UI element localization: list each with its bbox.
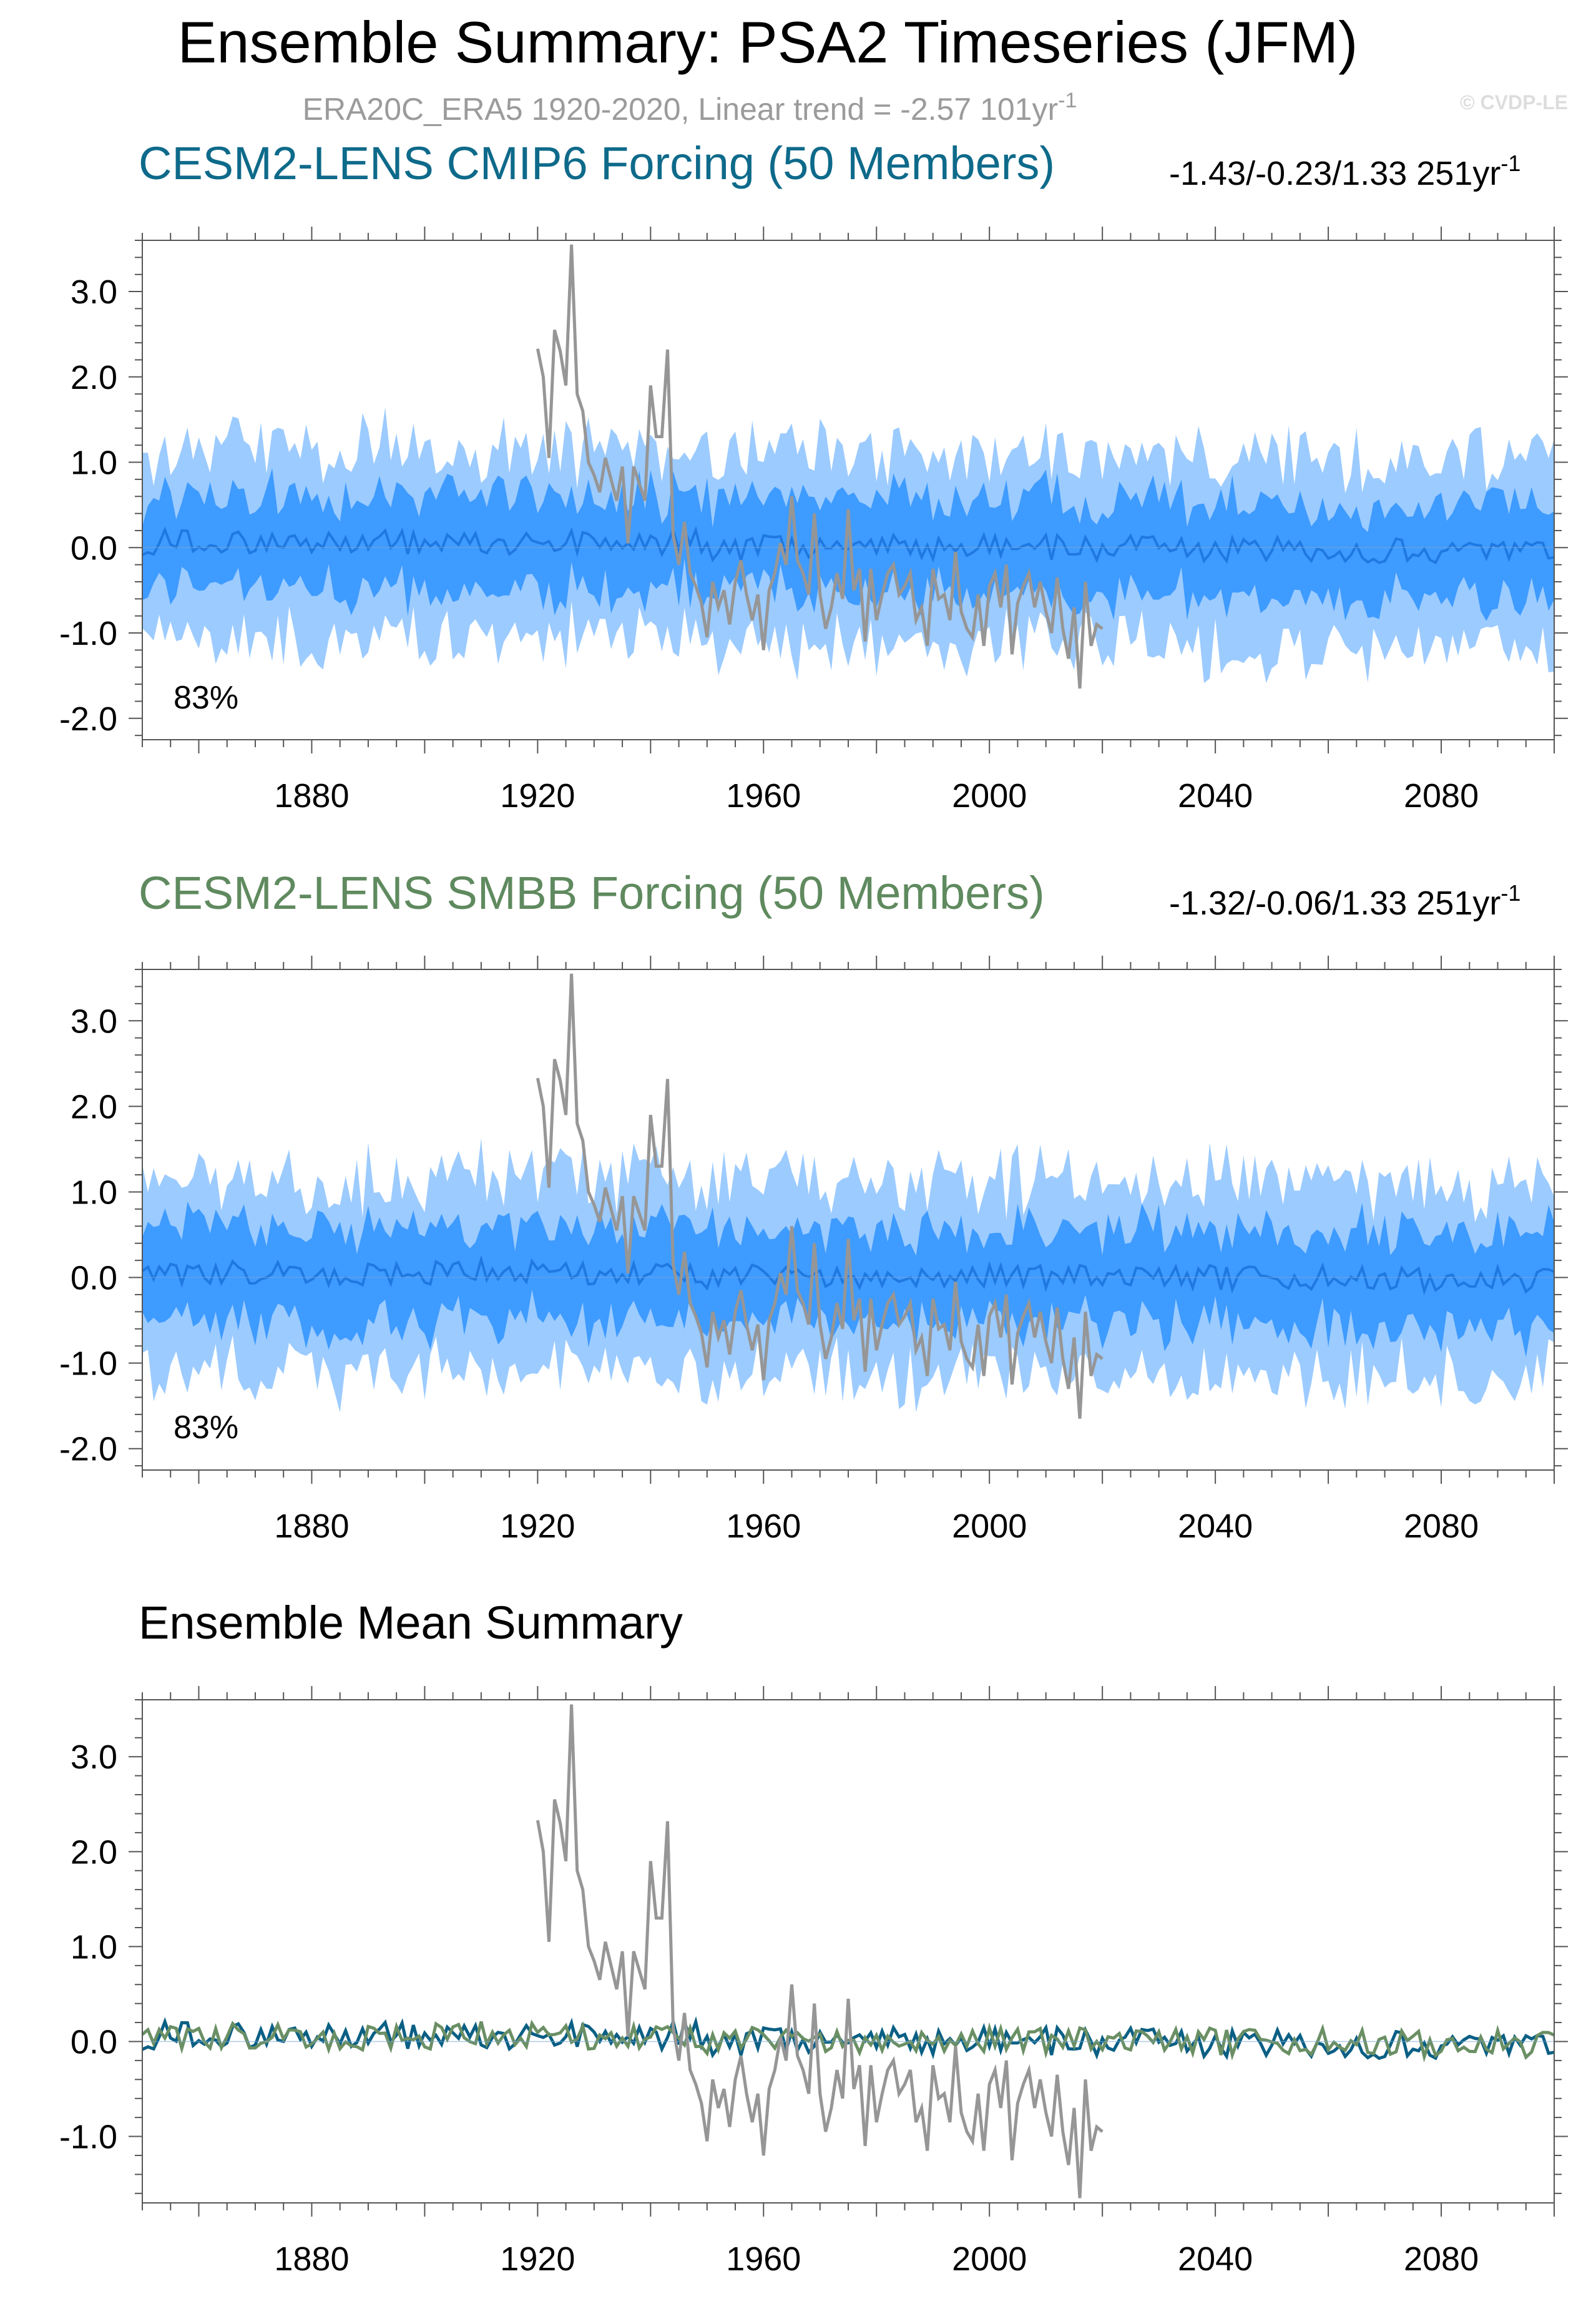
observations-subtitle: ERA20C_ERA5 1920-2020, Linear trend = -2… — [303, 89, 1077, 127]
ensemble-mean-line — [142, 526, 1555, 565]
y-tick-label: 0.0 — [71, 529, 117, 567]
panel2-trend-sup: -1 — [1501, 880, 1520, 906]
y-tick-label: 0.0 — [71, 2023, 117, 2061]
x-tick-label: 1880 — [274, 777, 349, 815]
x-tick-label: 2040 — [1178, 777, 1253, 815]
x-tick-label: 2080 — [1404, 1508, 1479, 1545]
x-tick-label: 1880 — [274, 1508, 349, 1545]
x-tick-label: 1920 — [500, 777, 575, 815]
x-tick-label: 2000 — [952, 1508, 1027, 1545]
x-tick-label: 2040 — [1178, 2240, 1253, 2278]
y-tick-label: 3.0 — [71, 1738, 117, 1776]
observations-subtitle-text: ERA20C_ERA5 1920-2020, Linear trend = -2… — [303, 92, 1059, 127]
observations-subtitle-sup: -1 — [1058, 89, 1077, 112]
figure-title: Ensemble Summary: PSA2 Timeseries (JFM) — [178, 9, 1358, 75]
smbb-ensemble-mean-line — [141, 2019, 1555, 2063]
x-tick-label: 2040 — [1178, 1508, 1253, 1545]
x-tick-label: 1920 — [500, 1508, 575, 1545]
x-tick-label: 1960 — [726, 777, 801, 815]
panel2-title: CESM2-LENS SMBB Forcing (50 Members) — [139, 867, 1045, 919]
panel2-trend: -1.32/-0.06/1.33 251yr-1 — [1169, 880, 1520, 922]
watermark: © CVDP-LE — [1460, 91, 1568, 114]
y-tick-label: 2.0 — [71, 359, 117, 396]
plot-frame — [142, 1699, 1555, 2204]
panel2-inset-label: 83% — [174, 1409, 238, 1446]
observations-line — [536, 973, 1104, 1419]
panel2-plot: 1880 1920 1960 2000 2040 2080 3.0 2.0 1.0 0.0 -1.0… — [59, 956, 1568, 1545]
y-tick-label: 3.0 — [71, 1003, 117, 1040]
panel1-inset-label: 83% — [174, 680, 238, 716]
ensemble-mean-line — [141, 1255, 1555, 1296]
observations-line — [536, 1704, 1104, 2199]
observations-line — [536, 244, 1104, 689]
y-tick-label: -1.0 — [59, 2119, 117, 2156]
y-tick-label: -2.0 — [59, 700, 117, 738]
panel3-title: Ensemble Mean Summary — [139, 1597, 683, 1649]
inner-percentile-band — [142, 1202, 1554, 1358]
y-tick-label: 1.0 — [71, 1928, 117, 1966]
panel2-trend-text: -1.32/-0.06/1.33 251yr — [1169, 885, 1501, 922]
y-tick-label: -1.0 — [59, 615, 117, 652]
x-tick-label: 1920 — [500, 2240, 575, 2278]
x-tick-label: 2080 — [1404, 2240, 1479, 2278]
panel3-plot: 1880 1920 1960 2000 2040 2080 3.0 2.0 1.0 0.0 -1.0 — [59, 1686, 1568, 2278]
x-tick-label: 1960 — [726, 1508, 801, 1545]
x-tick-label: 2080 — [1404, 777, 1479, 815]
panel1-trend-sup: -1 — [1501, 150, 1520, 176]
y-tick-label: -2.0 — [59, 1431, 117, 1468]
y-tick-label: 3.0 — [71, 273, 117, 311]
x-tick-label: 1960 — [726, 2240, 801, 2278]
x-tick-label: 2000 — [952, 777, 1027, 815]
y-tick-label: 1.0 — [71, 1174, 117, 1211]
panel1-plot: 1880 1920 1960 2000 2040 2080 3.0 2.0 1.0 0.0 -1.0… — [59, 227, 1568, 815]
y-tick-label: 0.0 — [71, 1260, 117, 1297]
panel1-trend: -1.43/-0.23/1.33 251yr-1 — [1169, 150, 1520, 192]
y-tick-label: 2.0 — [71, 1833, 117, 1871]
x-tick-label: 1880 — [274, 2240, 349, 2278]
y-tick-label: 1.0 — [71, 444, 117, 482]
y-tick-label: 2.0 — [71, 1088, 117, 1125]
panel1-title: CESM2-LENS CMIP6 Forcing (50 Members) — [139, 137, 1055, 189]
x-tick-label: 2000 — [952, 2240, 1027, 2278]
panel1-trend-text: -1.43/-0.23/1.33 251yr — [1169, 155, 1501, 192]
y-tick-label: -1.0 — [59, 1345, 117, 1383]
inner-percentile-band — [142, 468, 1554, 621]
